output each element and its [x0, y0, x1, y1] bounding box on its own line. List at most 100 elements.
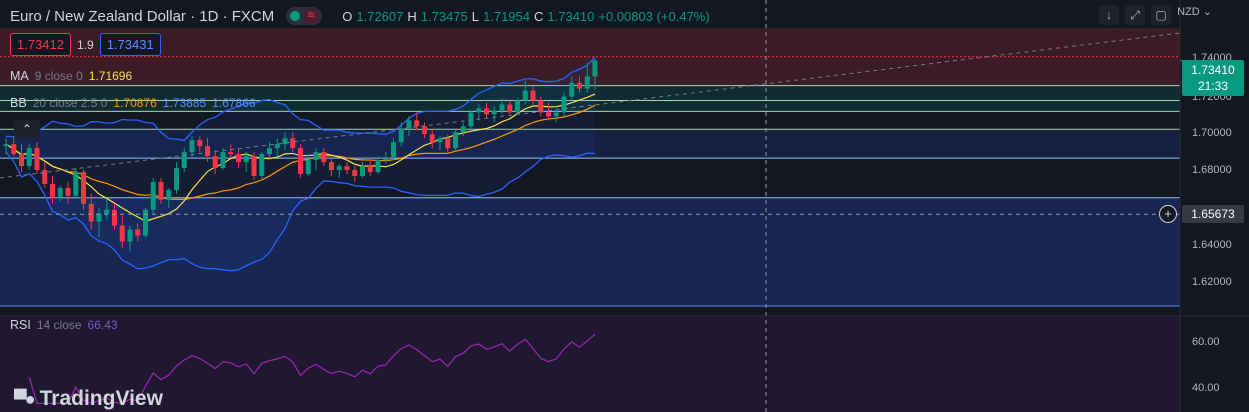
ma-name: MA: [10, 69, 29, 83]
candle-body: [212, 156, 218, 169]
candle-body: [96, 213, 102, 222]
candle-body: [422, 126, 427, 135]
currency-selector[interactable]: NZD ⌄: [1177, 5, 1212, 18]
buy-button[interactable]: 1.73431: [99, 33, 161, 56]
bb-upper-line: [5, 56, 596, 141]
candle-body: [143, 209, 148, 236]
candle-body: [228, 152, 234, 155]
candle-body: [34, 148, 40, 170]
candle-body: [127, 229, 133, 242]
candle-body: [468, 112, 474, 127]
fullscreen-icon[interactable]: ⤢: [1125, 5, 1145, 25]
candle-body: [290, 138, 296, 149]
logo-text: TradingView: [39, 387, 163, 410]
candle-body: [305, 160, 311, 174]
candle-body: [383, 158, 389, 161]
candle-body: [515, 100, 520, 113]
candle-body: [584, 76, 590, 89]
high-value: 1.73475: [420, 8, 468, 24]
last-price-value: 1.73410: [1191, 63, 1235, 77]
level-lines: [0, 56, 1180, 307]
high-label: H: [407, 8, 417, 24]
ma-legend[interactable]: MA 9 close 0 1.71696: [10, 69, 132, 83]
candle-body: [174, 168, 179, 190]
trade-panel: 1.73412 1.9 1.73431: [10, 33, 161, 56]
candle-body: [445, 138, 451, 149]
candle-body: [360, 166, 365, 176]
rsi-background: [0, 316, 1180, 412]
rsi-legend[interactable]: RSI 14 close 66.43: [10, 318, 118, 332]
ma-params: 9 close 0: [34, 69, 83, 83]
candle-body: [577, 82, 582, 89]
candle-body: [88, 203, 94, 222]
maximize-icon[interactable]: ▢: [1151, 5, 1171, 25]
bb-basis-value: 1.70876: [113, 96, 157, 110]
candle-body: [259, 154, 265, 176]
rsi-pane: [28, 333, 596, 404]
candle-body: [166, 189, 172, 200]
candle-body: [336, 166, 342, 170]
candle-body: [344, 166, 350, 170]
candle-body: [158, 181, 164, 200]
collapse-legend-button[interactable]: ⌃: [14, 120, 40, 138]
y-tick: 1.70000: [1192, 127, 1232, 139]
market-status-pill[interactable]: ≋: [286, 7, 323, 25]
candle-body: [11, 144, 17, 155]
events-icon: ≋: [304, 9, 319, 23]
candle-body: [367, 166, 373, 172]
tradingview-logo: ▀● TradingView: [14, 387, 163, 411]
candle-body: [546, 112, 551, 117]
candle-body: [406, 120, 412, 129]
trend-line: [0, 32, 1181, 179]
candle-body: [150, 181, 156, 210]
candle-body: [398, 128, 404, 143]
ohlc-readout: O 1.72607 H 1.73475 L 1.71954 C 1.73410 +0.0…: [342, 9, 709, 24]
candle-body: [135, 229, 141, 236]
bb-upper-value: 1.73885: [162, 96, 207, 110]
candle-body: [429, 134, 435, 143]
candle-body: [104, 209, 110, 214]
candle-body: [321, 152, 327, 163]
candle-body: [267, 148, 272, 155]
candle-body: [391, 142, 396, 159]
candle-body: [112, 209, 117, 226]
rsi-line: [28, 333, 596, 404]
zone-green: [0, 85, 1180, 112]
candle-body: [561, 96, 567, 113]
candle-body: [522, 90, 528, 101]
bb-legend[interactable]: BB 20 close 2.5 0 1.70876 1.73885 1.6786…: [10, 96, 256, 110]
candle-body: [507, 104, 513, 113]
candle-body: [298, 148, 303, 174]
candle-body: [3, 144, 9, 147]
candle-body: [313, 152, 319, 161]
candle-body: [189, 140, 195, 153]
tv-logo-icon: ▀●: [14, 388, 36, 409]
currency-label: NZD: [1177, 6, 1200, 18]
chart-toolbar: ↓ ⤢ ▢: [1099, 5, 1171, 25]
chart-header: Euro / New Zealand Dollar · 1D · FXCM ≋ …: [10, 6, 710, 26]
sell-button[interactable]: 1.73412: [10, 33, 71, 56]
candle-body: [453, 132, 458, 149]
candle-body: [42, 169, 48, 184]
candle-body: [50, 183, 55, 198]
spread-value: 1.9: [77, 37, 94, 52]
arrow-down-icon[interactable]: ↓: [1099, 5, 1119, 25]
candle-body: [437, 138, 443, 143]
add-alert-icon[interactable]: +: [1159, 205, 1177, 223]
candle-body: [476, 108, 482, 113]
candle-body: [352, 169, 358, 176]
candle-body: [119, 225, 125, 242]
candle-body: [197, 140, 203, 147]
candle-body: [236, 154, 241, 163]
symbol-title[interactable]: Euro / New Zealand Dollar · 1D · FXCM: [10, 7, 275, 25]
candle-body: [592, 60, 598, 77]
low-label: L: [471, 8, 479, 24]
candle-body: [530, 90, 536, 101]
candle-body: [569, 82, 575, 97]
market-open-icon: [290, 11, 301, 21]
candle-body: [460, 126, 466, 133]
bb-name: BB: [10, 96, 27, 110]
bar-countdown: 21:33: [1197, 79, 1229, 93]
